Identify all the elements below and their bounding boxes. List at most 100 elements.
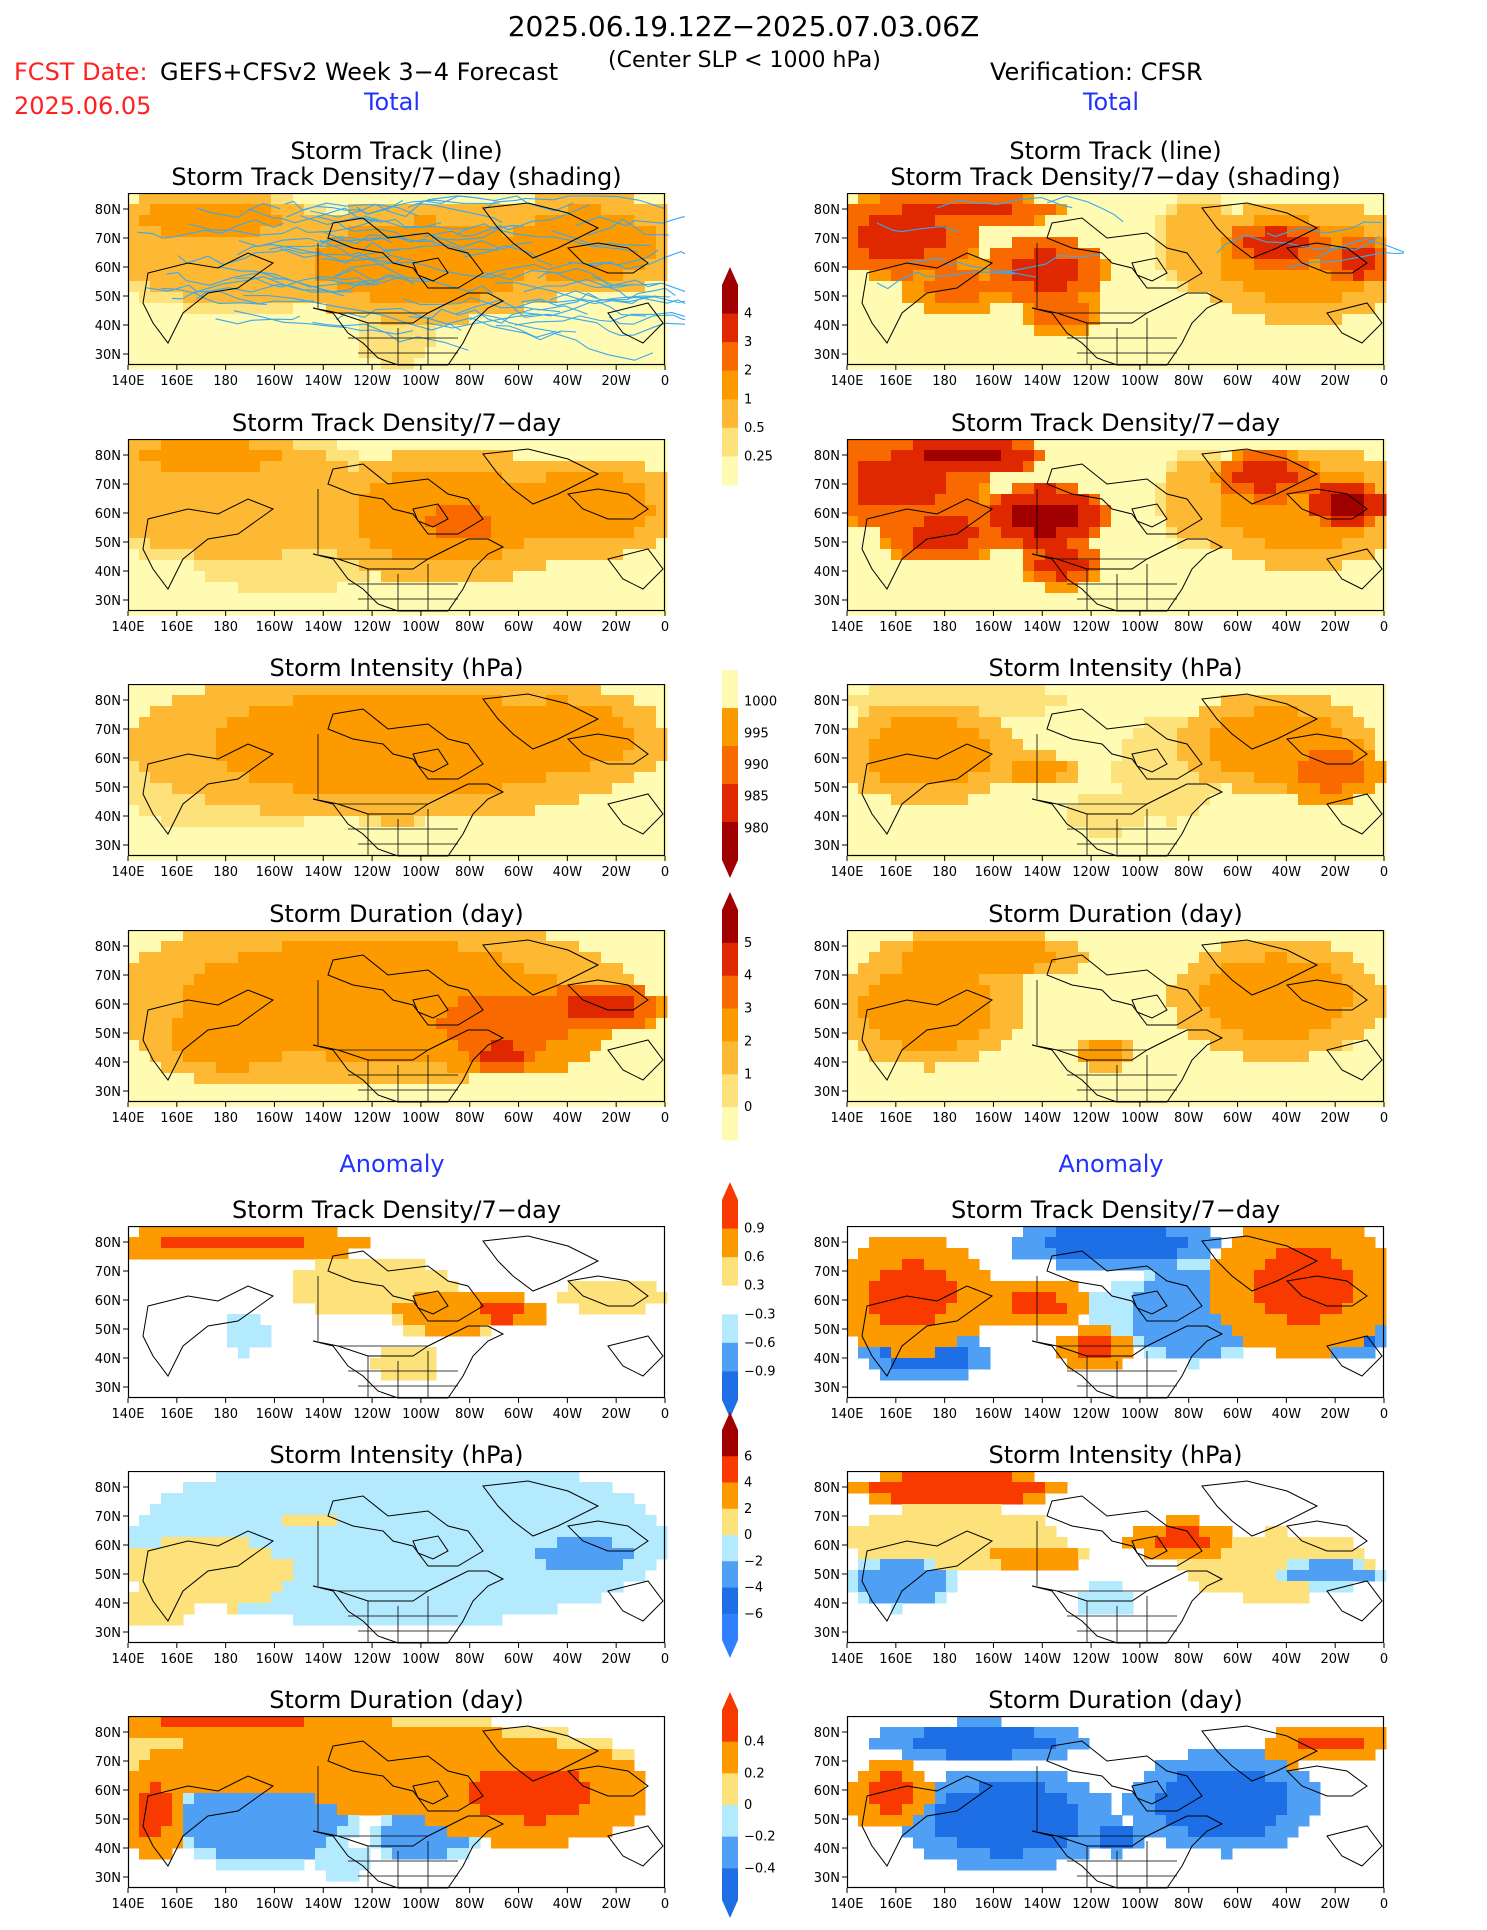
lat-tick-label: 30N: [814, 839, 840, 854]
lat-tick-label: 60N: [95, 1294, 121, 1309]
lon-tick-label: 100W: [1121, 865, 1159, 880]
lon-tick-label: 100W: [1121, 620, 1159, 635]
lat-tick-label: 80N: [814, 940, 840, 955]
lat-tick-label: 30N: [814, 594, 840, 609]
lon-tick-label: 40W: [553, 1897, 583, 1912]
lon-tick-label: 160E: [160, 1111, 193, 1126]
colorbar-label: −4: [744, 1581, 763, 1596]
lat-tick-label: 60N: [95, 507, 121, 522]
lon-tick-label: 160E: [879, 1652, 912, 1667]
lon-tick-label: 140E: [830, 865, 863, 880]
lat-tick-label: 70N: [95, 1510, 121, 1525]
lat-tick-label: 30N: [814, 348, 840, 363]
lon-tick-label: 160W: [256, 1407, 294, 1422]
lon-tick-label: 60W: [504, 620, 534, 635]
lon-tick-label: 120W: [353, 374, 391, 389]
lon-tick-label: 140E: [111, 620, 144, 635]
lon-tick-label: 140E: [830, 374, 863, 389]
lon-tick-label: 120W: [1072, 1652, 1110, 1667]
panel-title-fcst_adur: Storm Duration (day): [117, 1686, 677, 1714]
lon-tick-label: 180: [213, 374, 238, 389]
lon-tick-label: 80W: [1174, 865, 1204, 880]
lon-tick-label: 60W: [504, 865, 534, 880]
lon-tick-label: 160E: [879, 1897, 912, 1912]
lon-tick-label: 20W: [1320, 620, 1350, 635]
section-total-forecast: Total: [192, 88, 592, 116]
lat-tick-label: 40N: [95, 1842, 121, 1857]
lon-tick-label: 0: [1380, 1407, 1388, 1422]
lon-tick-label: 140W: [1023, 865, 1061, 880]
lat-tick-label: 60N: [95, 261, 121, 276]
colorbar-label: −2: [744, 1554, 763, 1569]
lon-tick-label: 100W: [402, 1111, 440, 1126]
lon-tick-label: 40W: [1272, 1407, 1302, 1422]
lat-tick-label: 80N: [95, 203, 121, 218]
colorbar-label: 1000: [744, 695, 777, 710]
lon-tick-label: 0: [1380, 1652, 1388, 1667]
lat-tick-label: 50N: [95, 1323, 121, 1338]
lon-tick-label: 140E: [830, 1652, 863, 1667]
lon-tick-label: 160W: [975, 865, 1013, 880]
lon-tick-label: 160W: [256, 1897, 294, 1912]
colorbar-label: 0.25: [744, 449, 773, 464]
lon-tick-label: 80W: [455, 1407, 485, 1422]
lon-tick-label: 160E: [160, 374, 193, 389]
lon-tick-label: 180: [932, 1111, 957, 1126]
lon-tick-label: 60W: [504, 1897, 534, 1912]
panel-title-fcst_aint: Storm Intensity (hPa): [117, 1441, 677, 1469]
lon-tick-label: 180: [932, 1407, 957, 1422]
lat-tick-label: 40N: [95, 565, 121, 580]
lat-tick-label: 50N: [814, 1813, 840, 1828]
lat-tick-label: 80N: [95, 694, 121, 709]
lat-tick-label: 30N: [814, 1381, 840, 1396]
lat-tick-label: 40N: [814, 319, 840, 334]
panel-title-obs_adur: Storm Duration (day): [836, 1686, 1396, 1714]
panel-title-obs_total_tracks-sub: Storm Track Density/7−day (shading): [836, 163, 1396, 191]
section-anomaly-verification: Anomaly: [911, 1150, 1311, 1178]
lon-tick-label: 20W: [1320, 1652, 1350, 1667]
lon-tick-label: 0: [1380, 374, 1388, 389]
lat-tick-label: 50N: [814, 1027, 840, 1042]
lat-tick-label: 40N: [814, 1056, 840, 1071]
colorbar-label: 4: [744, 969, 752, 984]
lon-tick-label: 60W: [1223, 1652, 1253, 1667]
lon-tick-label: 140E: [111, 1407, 144, 1422]
lon-tick-label: 80W: [455, 1111, 485, 1126]
lon-tick-label: 80W: [1174, 374, 1204, 389]
lon-tick-label: 160W: [975, 620, 1013, 635]
main-title: 2025.06.19.12Z−2025.07.03.06Z: [0, 10, 1487, 43]
colorbar-label: 0: [744, 1100, 752, 1115]
lat-tick-label: 60N: [814, 507, 840, 522]
lon-tick-label: 140W: [1023, 1111, 1061, 1126]
lon-tick-label: 160E: [160, 620, 193, 635]
colorbar-label: 1: [744, 1067, 752, 1082]
lat-tick-label: 40N: [95, 810, 121, 825]
lon-tick-label: 160E: [160, 865, 193, 880]
lon-tick-label: 140W: [1023, 374, 1061, 389]
lon-tick-label: 0: [661, 620, 669, 635]
lon-tick-label: 40W: [1272, 1652, 1302, 1667]
lat-tick-label: 40N: [95, 1352, 121, 1367]
panel-title-fcst_int: Storm Intensity (hPa): [117, 654, 677, 682]
lat-tick-label: 80N: [95, 1481, 121, 1496]
lat-tick-label: 60N: [95, 1539, 121, 1554]
lon-tick-label: 40W: [1272, 374, 1302, 389]
lat-tick-label: 80N: [814, 203, 840, 218]
lon-tick-label: 100W: [402, 374, 440, 389]
lat-tick-label: 50N: [95, 1027, 121, 1042]
lon-tick-label: 160W: [256, 374, 294, 389]
lon-tick-label: 140E: [111, 1111, 144, 1126]
colorbar-label: 4: [744, 1476, 752, 1491]
panel-title-fcst_adens: Storm Track Density/7−day: [117, 1196, 677, 1224]
lon-tick-label: 180: [213, 1652, 238, 1667]
lon-tick-label: 20W: [601, 1897, 631, 1912]
lon-tick-label: 60W: [1223, 1897, 1253, 1912]
lon-tick-label: 80W: [1174, 620, 1204, 635]
